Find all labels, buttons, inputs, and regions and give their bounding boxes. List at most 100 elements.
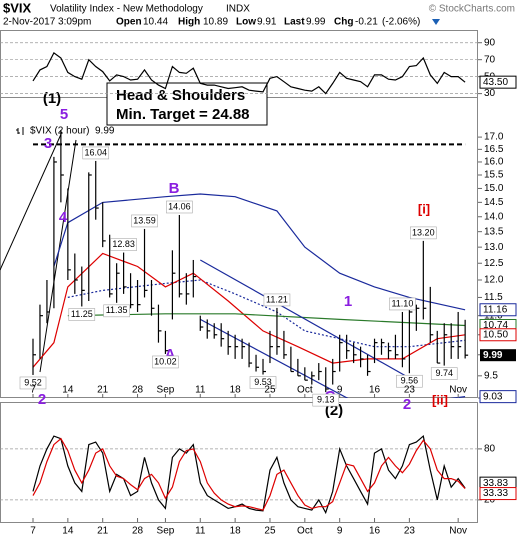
x-tick-label: 14 — [62, 385, 74, 396]
price-label-box — [19, 376, 47, 390]
price-layer — [0, 129, 469, 398]
y-tick-label: 15.5 — [484, 170, 504, 181]
callout-box — [106, 82, 268, 126]
x-tick-label: Sep — [157, 526, 175, 537]
datetime: 2-Nov-2017 3:09pm — [3, 17, 91, 28]
price-label-box — [410, 226, 437, 240]
x-tick-label: Oct — [297, 526, 313, 537]
x-tick-label: 23 — [404, 526, 416, 537]
price-label-box — [396, 374, 423, 388]
price-label: 9.53 — [254, 377, 272, 387]
wave-label: B — [169, 180, 180, 197]
wave-label: 1 — [344, 293, 352, 310]
quote-value: 9.99 — [306, 17, 326, 28]
price-label: 9.13 — [317, 394, 335, 404]
wave-label: 2 — [403, 396, 411, 413]
price-label-box — [152, 355, 179, 369]
quote-value: 10.89 — [203, 17, 228, 28]
wave-label: (1) — [43, 90, 61, 107]
price-label: 13.59 — [133, 215, 156, 225]
exchange: INDX — [226, 4, 250, 15]
x-tick-label: 25 — [264, 385, 276, 396]
price-label: 9.74 — [435, 368, 453, 378]
legend-icon — [16, 127, 24, 135]
last-value-box — [479, 487, 517, 501]
price-label: 11.21 — [266, 294, 288, 304]
price-label-box — [312, 393, 340, 407]
index-name: Volatility Index - New Methodology — [50, 4, 203, 15]
price-label-box — [68, 308, 96, 321]
quote-value: -0.21 — [355, 17, 378, 28]
price-label: 11.25 — [71, 309, 93, 319]
y-tick-label: 14.5 — [484, 197, 504, 208]
right-label-box — [479, 303, 517, 317]
callout-text: Head & Shoulders — [116, 87, 245, 104]
y-tick-label: 14.0 — [484, 211, 504, 222]
y-tick-label: 13.5 — [484, 226, 504, 237]
x-tick-label: 18 — [230, 526, 242, 537]
down-arrow — [432, 19, 440, 25]
right-label: 9.03 — [483, 391, 503, 402]
right-label-box — [479, 328, 517, 342]
quote-label: Chg — [334, 17, 353, 28]
y-tick-label: 90 — [484, 37, 496, 48]
last-value-box — [479, 75, 517, 89]
x-tick-label: 23 — [404, 385, 416, 396]
stoch-panel — [0, 402, 478, 523]
x-tick-label: 16 — [369, 526, 381, 537]
y-tick-label: 16.5 — [484, 144, 504, 155]
price-label: 9.56 — [401, 376, 419, 386]
legend-name: $VIX (2 hour) — [30, 126, 89, 137]
x-tick-label: 11 — [195, 526, 206, 537]
last-value: 33.33 — [483, 488, 508, 499]
y-tick-label: 17.0 — [484, 132, 504, 143]
y-tick-label: 9.5 — [484, 370, 498, 381]
overlay-line — [200, 318, 349, 398]
trend-line — [0, 131, 63, 271]
last-price-box — [480, 349, 516, 362]
right-label: 10.74 — [483, 320, 508, 331]
credit: © StockCharts.com — [429, 4, 515, 15]
y-tick-label: 16.0 — [484, 157, 504, 168]
x-tick-label: Oct — [297, 385, 313, 396]
x-tick-label: 9 — [337, 385, 343, 396]
price-label: 10.02 — [154, 356, 177, 366]
quote-label: Last — [284, 17, 305, 28]
price-label: 9.52 — [24, 377, 42, 387]
x-tick-label: 21 — [97, 526, 109, 537]
x-tick-label: 7 — [30, 526, 36, 537]
series-line — [32, 437, 466, 511]
y-tick-label: 15.0 — [484, 183, 504, 194]
x-tick-label: 28 — [132, 385, 144, 396]
right-label-box — [479, 390, 517, 404]
y-tick-label: 70 — [484, 54, 496, 65]
price-label-box — [103, 304, 130, 318]
wave-label: [i] — [418, 201, 430, 216]
x-tick-label: Nov — [449, 526, 467, 537]
change-percent: (-2.06%) — [382, 17, 420, 28]
x-tick-label: 7 — [30, 385, 36, 396]
x-tick-label: 16 — [369, 385, 381, 396]
wave-label: A — [165, 346, 176, 363]
quote-label: Low — [236, 17, 256, 28]
y-tick-label: 12.5 — [484, 258, 504, 269]
price-label-box — [166, 200, 193, 214]
right-label: 10.50 — [483, 329, 508, 340]
y-tick-label: 30 — [484, 88, 496, 99]
y-tick-label: 13.0 — [484, 242, 504, 253]
x-tick-label: 28 — [132, 526, 144, 537]
last-value: 43.50 — [483, 77, 508, 88]
quote-label: High — [178, 17, 200, 28]
symbol: $VIX — [3, 0, 32, 15]
y-tick-label: 11.5 — [484, 292, 503, 303]
x-tick-label: 9 — [337, 526, 343, 537]
series-line — [32, 52, 466, 95]
y-tick-label: 80 — [484, 444, 496, 455]
price-label-box — [430, 367, 458, 380]
callout-text: Min. Target = 24.88 — [116, 106, 250, 123]
price-label: 11.10 — [391, 298, 413, 308]
price-label: 13.20 — [412, 227, 435, 237]
price-label-box — [82, 146, 110, 160]
trend-line — [39, 139, 77, 373]
